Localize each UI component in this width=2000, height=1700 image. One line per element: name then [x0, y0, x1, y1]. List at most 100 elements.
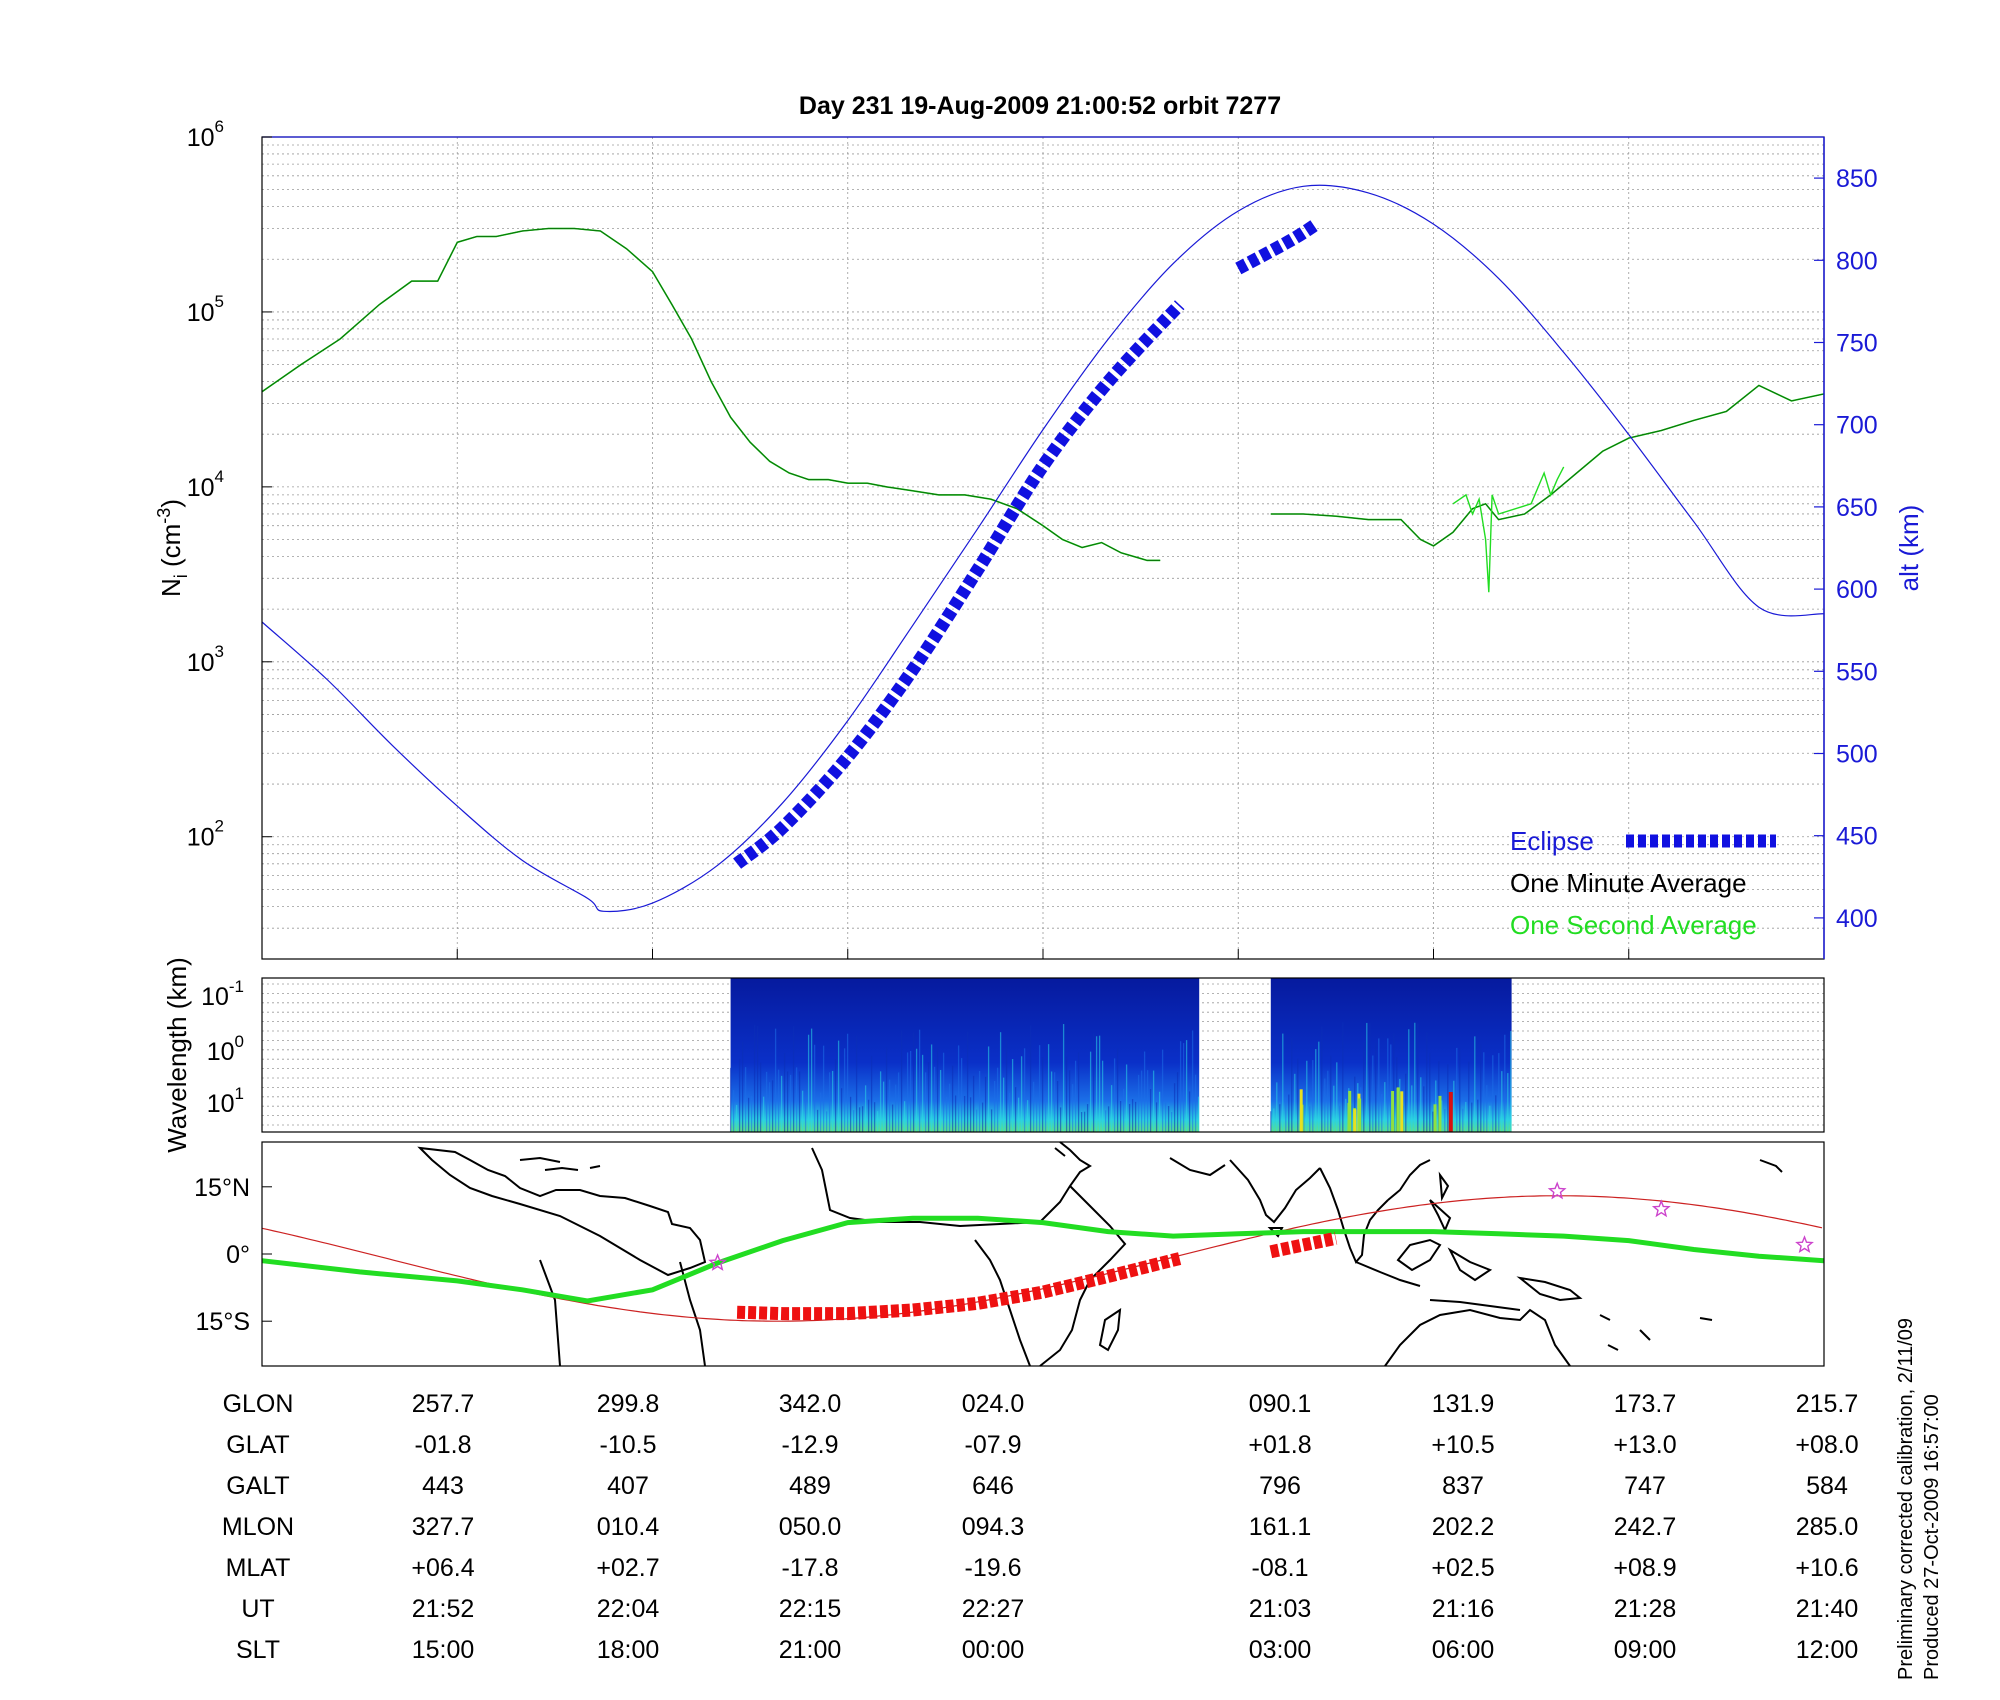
one-second-line	[1452, 466, 1565, 593]
altitude-tick-label: 450	[1836, 823, 1878, 851]
table-cell: -08.1	[1252, 1554, 1309, 1582]
legend-one-second: One Second Average	[1510, 910, 1757, 940]
density-tick-label: 102	[187, 817, 224, 852]
table-row-label: GLAT	[226, 1431, 289, 1459]
density-tick-label: 104	[187, 467, 224, 502]
table-cell: 050.0	[779, 1513, 842, 1541]
table-cell: 584	[1806, 1472, 1848, 1500]
table-cell: 257.7	[412, 1390, 475, 1418]
table-cell: -01.8	[415, 1431, 472, 1459]
table-cell: 12:00	[1796, 1636, 1859, 1664]
table-cell: -17.8	[782, 1554, 839, 1582]
density-tick-label: 106	[187, 117, 224, 152]
density-series	[261, 184, 1825, 913]
spectrogram-frame	[261, 977, 1825, 1133]
table-row-label: MLON	[222, 1513, 294, 1541]
produced-note: Produced 27-Oct-2009 16:57:00	[1921, 1394, 1943, 1680]
one-minute-line	[261, 227, 1161, 562]
density-tick-label: 105	[187, 292, 224, 327]
table-cell: 202.2	[1432, 1513, 1495, 1541]
table-cell: 215.7	[1796, 1390, 1859, 1418]
legend: Eclipse One Minute Average One Second Av…	[1510, 826, 1776, 940]
table-cell: 646	[972, 1472, 1014, 1500]
table-cell: 15:00	[412, 1636, 475, 1664]
altitude-tick-label: 600	[1836, 576, 1878, 604]
magnetic-equator-line	[261, 1215, 1825, 1304]
table-cell: 21:00	[779, 1636, 842, 1664]
table-cell: 327.7	[412, 1513, 475, 1541]
table-cell: 094.3	[962, 1513, 1025, 1541]
density-y-ticks: 102 103 104 105 106	[187, 117, 272, 852]
table-row-label: SLT	[236, 1636, 280, 1664]
track-star-marker	[708, 1253, 728, 1271]
table-cell: 00:00	[962, 1636, 1025, 1664]
legend-one-minute: One Minute Average	[1510, 868, 1747, 898]
table-row-label: GALT	[226, 1472, 289, 1500]
table-cell: 242.7	[1614, 1513, 1677, 1541]
spectrogram-tick-label: 100	[207, 1032, 244, 1066]
table-cell: 747	[1624, 1472, 1666, 1500]
track-star-marker	[1651, 1199, 1671, 1218]
table-cell: 22:27	[962, 1595, 1025, 1623]
spectrogram-tick-label: 101	[207, 1084, 244, 1118]
table-cell: 173.7	[1614, 1390, 1677, 1418]
table-cell: +10.5	[1431, 1431, 1494, 1459]
eclipse-segment-2	[1235, 218, 1320, 275]
map-lat-ticks: 15°N 0° 15°S	[194, 1174, 272, 1336]
table-cell: 090.1	[1249, 1390, 1312, 1418]
altitude-tick-label: 750	[1836, 330, 1878, 358]
table-cell: -10.5	[600, 1431, 657, 1459]
table-cell: 285.0	[1796, 1513, 1859, 1541]
map-tracks	[261, 1181, 1825, 1322]
table-cell: 09:00	[1614, 1636, 1677, 1664]
table-cell: 22:04	[597, 1595, 660, 1623]
spectrogram-panel: 10-1 100 101 Wavelength (km)	[162, 957, 1825, 1153]
spectrogram-blocks	[729, 978, 1512, 1132]
table-cell: 18:00	[597, 1636, 660, 1664]
table-cell: -19.6	[965, 1554, 1022, 1582]
table-cell: 489	[789, 1472, 831, 1500]
table-cell: +13.0	[1613, 1431, 1676, 1459]
table-cell: +02.5	[1431, 1554, 1494, 1582]
table-cell: 03:00	[1249, 1636, 1312, 1664]
table-cell: -12.9	[782, 1431, 839, 1459]
table-cell: 024.0	[962, 1390, 1025, 1418]
table-cell: 21:28	[1614, 1595, 1677, 1623]
map-eclipse-segment	[1269, 1231, 1338, 1259]
one-minute-line	[1270, 384, 1825, 547]
altitude-tick-label: 800	[1836, 247, 1878, 275]
figure-title: Day 231 19-Aug-2009 21:00:52 orbit 7277	[799, 92, 1281, 120]
table-cell: +02.7	[596, 1554, 659, 1582]
table-row-label: MLAT	[226, 1554, 291, 1582]
table-cell: 21:16	[1432, 1595, 1495, 1623]
table-cell: 010.4	[597, 1513, 660, 1541]
orbit-parameter-table: GLON 257.7 299.8 342.0 024.0 090.1 131.9 173.7 2…	[222, 1390, 1859, 1664]
altitude-tick-label: 500	[1836, 741, 1878, 769]
map-eclipse-segment	[736, 1252, 1182, 1321]
map-panel: 15°N 0° 15°S	[194, 1141, 1825, 1367]
map-lat-tick-label: 0°	[226, 1241, 250, 1269]
table-cell: 21:52	[412, 1595, 475, 1623]
table-cell: 131.9	[1432, 1390, 1495, 1418]
footer: Preliminary corrected calibration, 2/11/…	[1895, 1318, 1943, 1680]
altitude-tick-label: 850	[1836, 165, 1878, 193]
spectrogram-y-ticks: 10-1 100 101	[201, 977, 244, 1118]
table-cell: 342.0	[779, 1390, 842, 1418]
table-cell: -07.9	[965, 1431, 1022, 1459]
table-cell: 837	[1442, 1472, 1484, 1500]
track-star-marker	[1795, 1235, 1814, 1254]
table-cell: 21:03	[1249, 1595, 1312, 1623]
legend-eclipse: Eclipse	[1510, 826, 1594, 856]
altitude-line	[261, 184, 1825, 913]
table-cell: 21:40	[1796, 1595, 1859, 1623]
table-cell: 299.8	[597, 1390, 660, 1418]
table-cell: +08.9	[1613, 1554, 1676, 1582]
altitude-tick-label: 700	[1836, 412, 1878, 440]
table-row-label: UT	[241, 1595, 274, 1623]
density-panel: 102 103 104 105 106 400 450 500 550 600 650 700 750…	[154, 117, 1924, 960]
world-coastlines	[417, 1141, 1783, 1367]
density-y-label: Ni (cm-3)	[154, 499, 191, 597]
calibration-note: Preliminary corrected calibration, 2/11/…	[1895, 1318, 1917, 1680]
table-cell: 22:15	[779, 1595, 842, 1623]
